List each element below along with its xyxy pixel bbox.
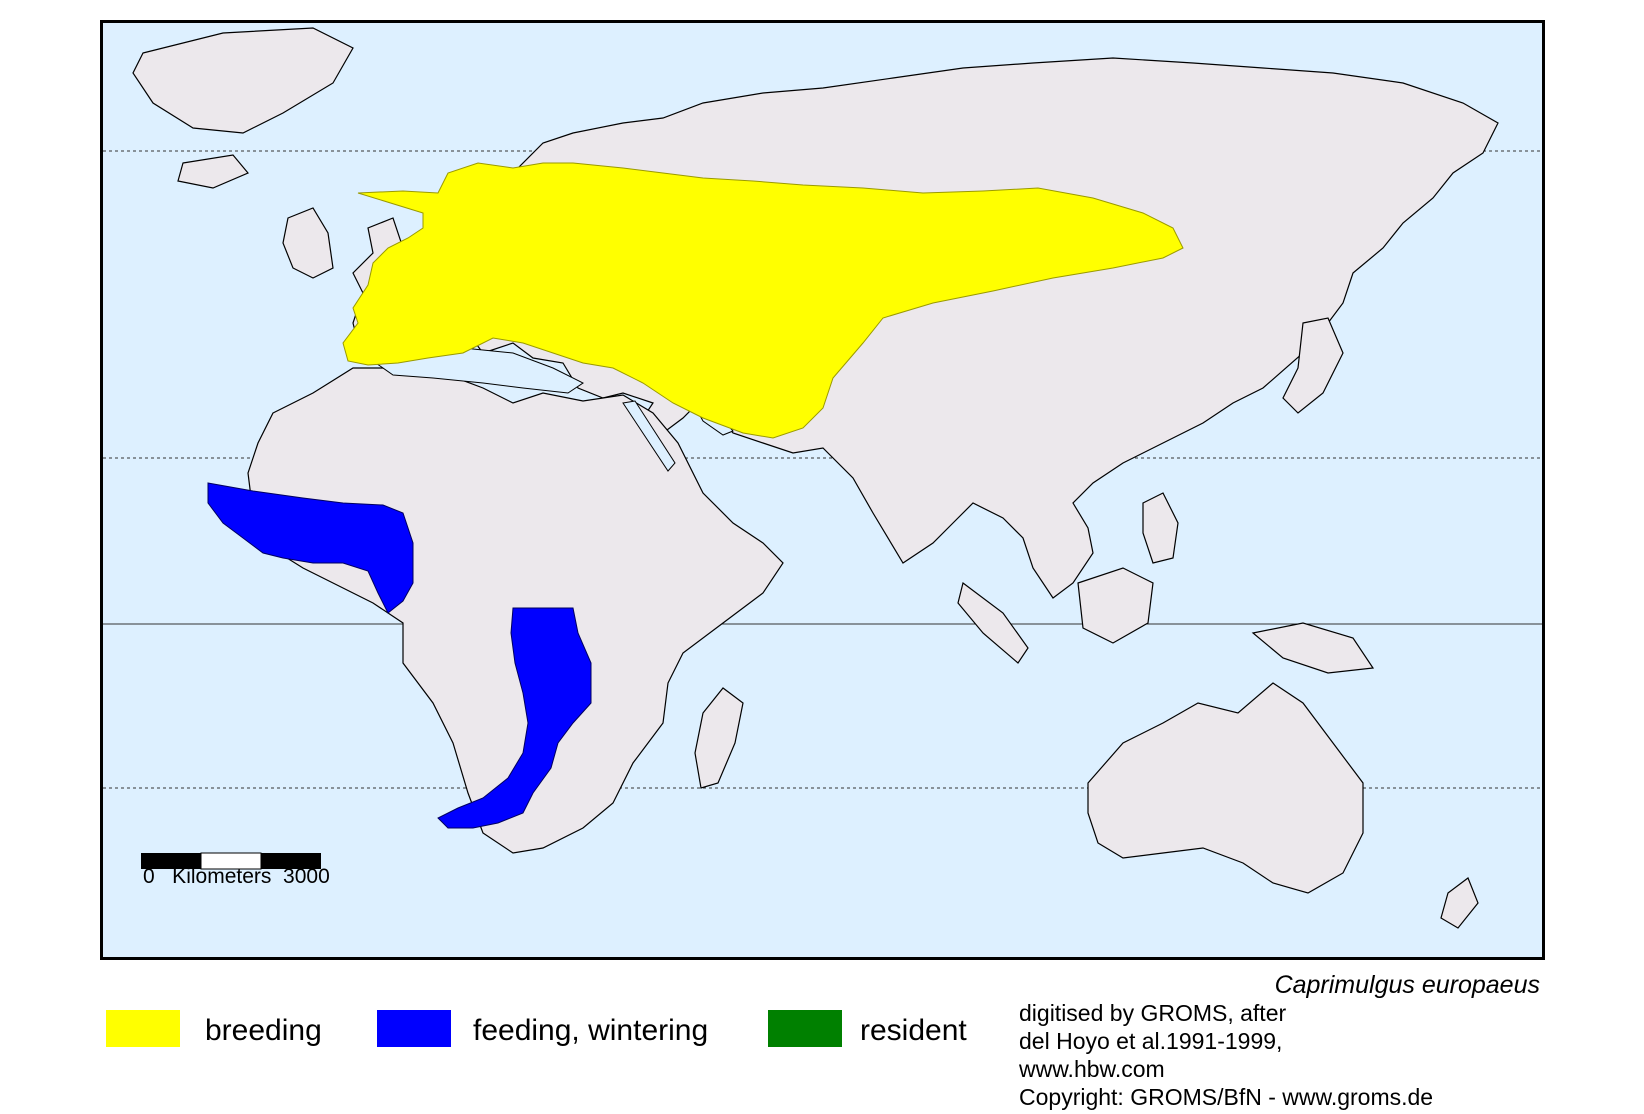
australia-landmass xyxy=(1087,682,1364,894)
legend-label-resident: resident xyxy=(860,1014,967,1047)
scale-bar-segment-1 xyxy=(141,853,201,869)
sumatra-landmass xyxy=(957,581,1029,664)
breeding-range xyxy=(342,162,1184,439)
greenland-landmass xyxy=(132,27,354,134)
wintering-range-east-africa xyxy=(437,607,592,829)
distribution-ranges xyxy=(207,162,1184,829)
credit-line-1: digitised by GROMS, after xyxy=(1019,1000,1287,1026)
credit-line-2: del Hoyo et al.1991-1999, xyxy=(1019,1028,1283,1054)
credit-line-4: Copyright: GROMS/BfN - www.groms.de xyxy=(1019,1084,1434,1110)
legend-swatch-resident xyxy=(768,1010,842,1047)
legend-swatch-wintering xyxy=(377,1010,451,1047)
range-map: 0 Kilometers 3000 xyxy=(100,20,1545,960)
philippines-landmass xyxy=(1142,492,1179,564)
scale-bar-label: 0 Kilometers 3000 xyxy=(143,865,330,888)
legend-swatch-breeding xyxy=(106,1010,180,1047)
credit-line-3: www.hbw.com xyxy=(1019,1056,1165,1082)
new-zealand-landmass xyxy=(1440,877,1479,929)
borneo-landmass xyxy=(1077,567,1154,644)
wintering-range-west-africa xyxy=(207,482,414,614)
scale-bar xyxy=(141,852,321,870)
japan-landmass xyxy=(1282,317,1344,414)
legend-label-breeding: breeding xyxy=(205,1014,322,1047)
land-masses xyxy=(132,27,1499,929)
madagascar-landmass xyxy=(694,687,744,789)
map-canvas xyxy=(103,27,1542,929)
species-name: Caprimulgus europaeus xyxy=(1274,971,1540,999)
british-isles-landmass xyxy=(282,207,334,279)
new-guinea-landmass xyxy=(1251,622,1375,674)
legend-label-wintering: feeding, wintering xyxy=(473,1014,709,1047)
red-sea xyxy=(622,400,676,472)
iceland-landmass xyxy=(177,154,249,189)
scale-bar-segment-3 xyxy=(261,853,321,869)
